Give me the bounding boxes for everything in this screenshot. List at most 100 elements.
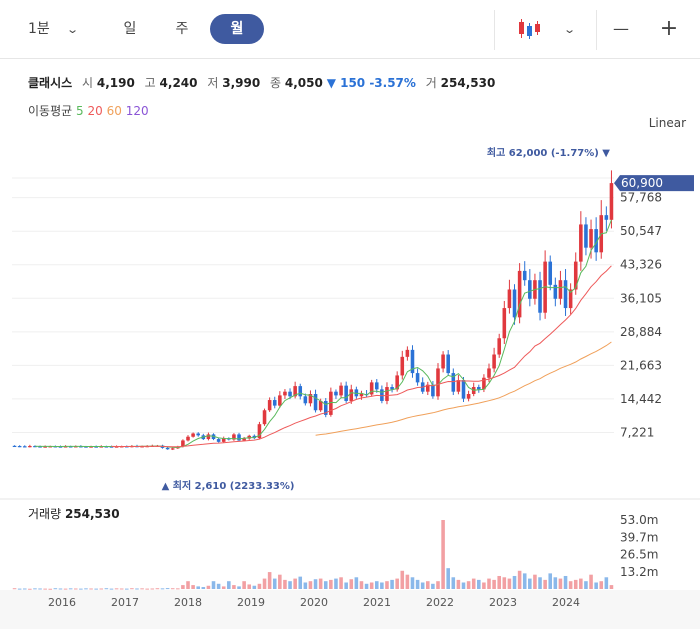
ma-5: 5 <box>76 104 84 118</box>
volume-bar <box>497 575 501 589</box>
chart-type-button[interactable]: ⌄ <box>510 14 580 44</box>
candle <box>405 349 410 357</box>
tab-day[interactable]: 일 <box>123 21 137 37</box>
candle <box>374 382 379 390</box>
candle <box>584 224 588 248</box>
volume-bar <box>125 588 129 590</box>
volume-bar <box>318 578 323 589</box>
price-tag <box>614 175 694 192</box>
volume-bar <box>528 578 532 589</box>
interval-label: 1분 <box>28 21 50 37</box>
y-tick-label: 50,547 <box>620 224 662 238</box>
candle <box>17 446 22 448</box>
candle <box>313 394 318 411</box>
volume-bar <box>99 588 104 590</box>
interval-select[interactable]: 1분 ⌄ <box>28 14 98 44</box>
candle <box>609 183 614 220</box>
volume-bar <box>563 575 568 589</box>
volume-bar <box>374 581 379 589</box>
x-axis-band <box>0 590 700 629</box>
x-tick-label: 2018 <box>174 596 202 609</box>
volume-bar <box>211 581 216 589</box>
volume-bar <box>380 582 384 589</box>
ma-60-line <box>315 341 612 436</box>
candle <box>482 377 486 390</box>
tab-month[interactable]: 월 <box>210 14 264 44</box>
volume-bar <box>94 588 98 590</box>
volume-bar <box>482 582 486 589</box>
volume-bar <box>538 577 542 589</box>
volume-bar <box>135 588 139 590</box>
toolbar-divider <box>596 10 597 50</box>
ma-20-line <box>111 265 612 448</box>
volume-bar <box>237 586 241 589</box>
volume-bar <box>456 579 461 589</box>
candle <box>339 385 343 396</box>
volume-bar <box>186 581 190 589</box>
candle <box>308 394 313 404</box>
volume-bar <box>53 588 58 590</box>
candle <box>446 354 450 374</box>
candle <box>58 446 63 448</box>
candle <box>528 280 532 299</box>
x-tick-label: 2017 <box>111 596 139 609</box>
volume-bar <box>385 581 389 589</box>
candle <box>410 349 415 374</box>
zoom-in-button[interactable]: + <box>659 16 679 41</box>
volume-panel <box>12 500 614 589</box>
volume-y-tick-label: 13.2m <box>620 565 658 579</box>
volume-bar <box>364 583 369 589</box>
volume-bar <box>446 568 450 589</box>
candle <box>573 261 578 290</box>
volume-bar <box>63 588 68 590</box>
candle <box>288 391 292 397</box>
volume-bar <box>461 582 466 589</box>
volume-bar <box>155 588 160 590</box>
candle <box>221 438 226 442</box>
volume-bar <box>323 581 328 589</box>
candle <box>257 424 262 439</box>
volume-bar <box>400 570 405 589</box>
candle <box>579 224 583 262</box>
volume-bar <box>405 574 410 589</box>
candle <box>502 308 507 339</box>
candle <box>395 375 399 390</box>
volume-bar <box>130 588 134 590</box>
volume-bar <box>181 585 185 589</box>
volume-bar <box>43 588 47 590</box>
volume-y-tick-label: 39.7m <box>620 530 658 544</box>
candle <box>242 438 246 441</box>
volume-bar <box>599 581 604 589</box>
volume-bar <box>502 577 507 589</box>
volume-bar <box>410 577 415 589</box>
tab-week[interactable]: 주 <box>175 21 189 37</box>
candle <box>267 400 272 411</box>
volume-y-tick-label: 26.5m <box>620 548 658 562</box>
volume-bar <box>533 574 537 589</box>
ma-label: 이동평균 <box>28 104 73 118</box>
candle <box>334 391 338 396</box>
volume-bar <box>594 582 598 589</box>
volume-title-value: 254,530 <box>65 507 120 521</box>
candle <box>517 270 522 318</box>
candle <box>604 215 609 220</box>
zoom-out-button[interactable]: — <box>613 19 629 38</box>
candle <box>33 446 37 448</box>
candle <box>451 373 456 392</box>
candle <box>359 394 364 397</box>
moving-average-legend[interactable]: 이동평균 5 20 60 120 <box>28 102 149 119</box>
x-tick-label: 2021 <box>363 596 391 609</box>
candle <box>165 447 170 450</box>
scale-mode-toggle[interactable]: Linear <box>648 116 686 130</box>
volume-bar <box>262 578 267 589</box>
volume-bar <box>114 588 119 590</box>
volume-bar <box>293 578 297 589</box>
candle <box>89 446 93 448</box>
chart-toolbar: 1분 ⌄ 일 주 월 ⌄ — + <box>0 0 700 59</box>
volume-bar <box>12 588 17 590</box>
x-tick-label: 2023 <box>489 596 517 609</box>
candle <box>63 446 68 448</box>
candle <box>114 446 119 448</box>
volume-bar <box>160 588 165 590</box>
